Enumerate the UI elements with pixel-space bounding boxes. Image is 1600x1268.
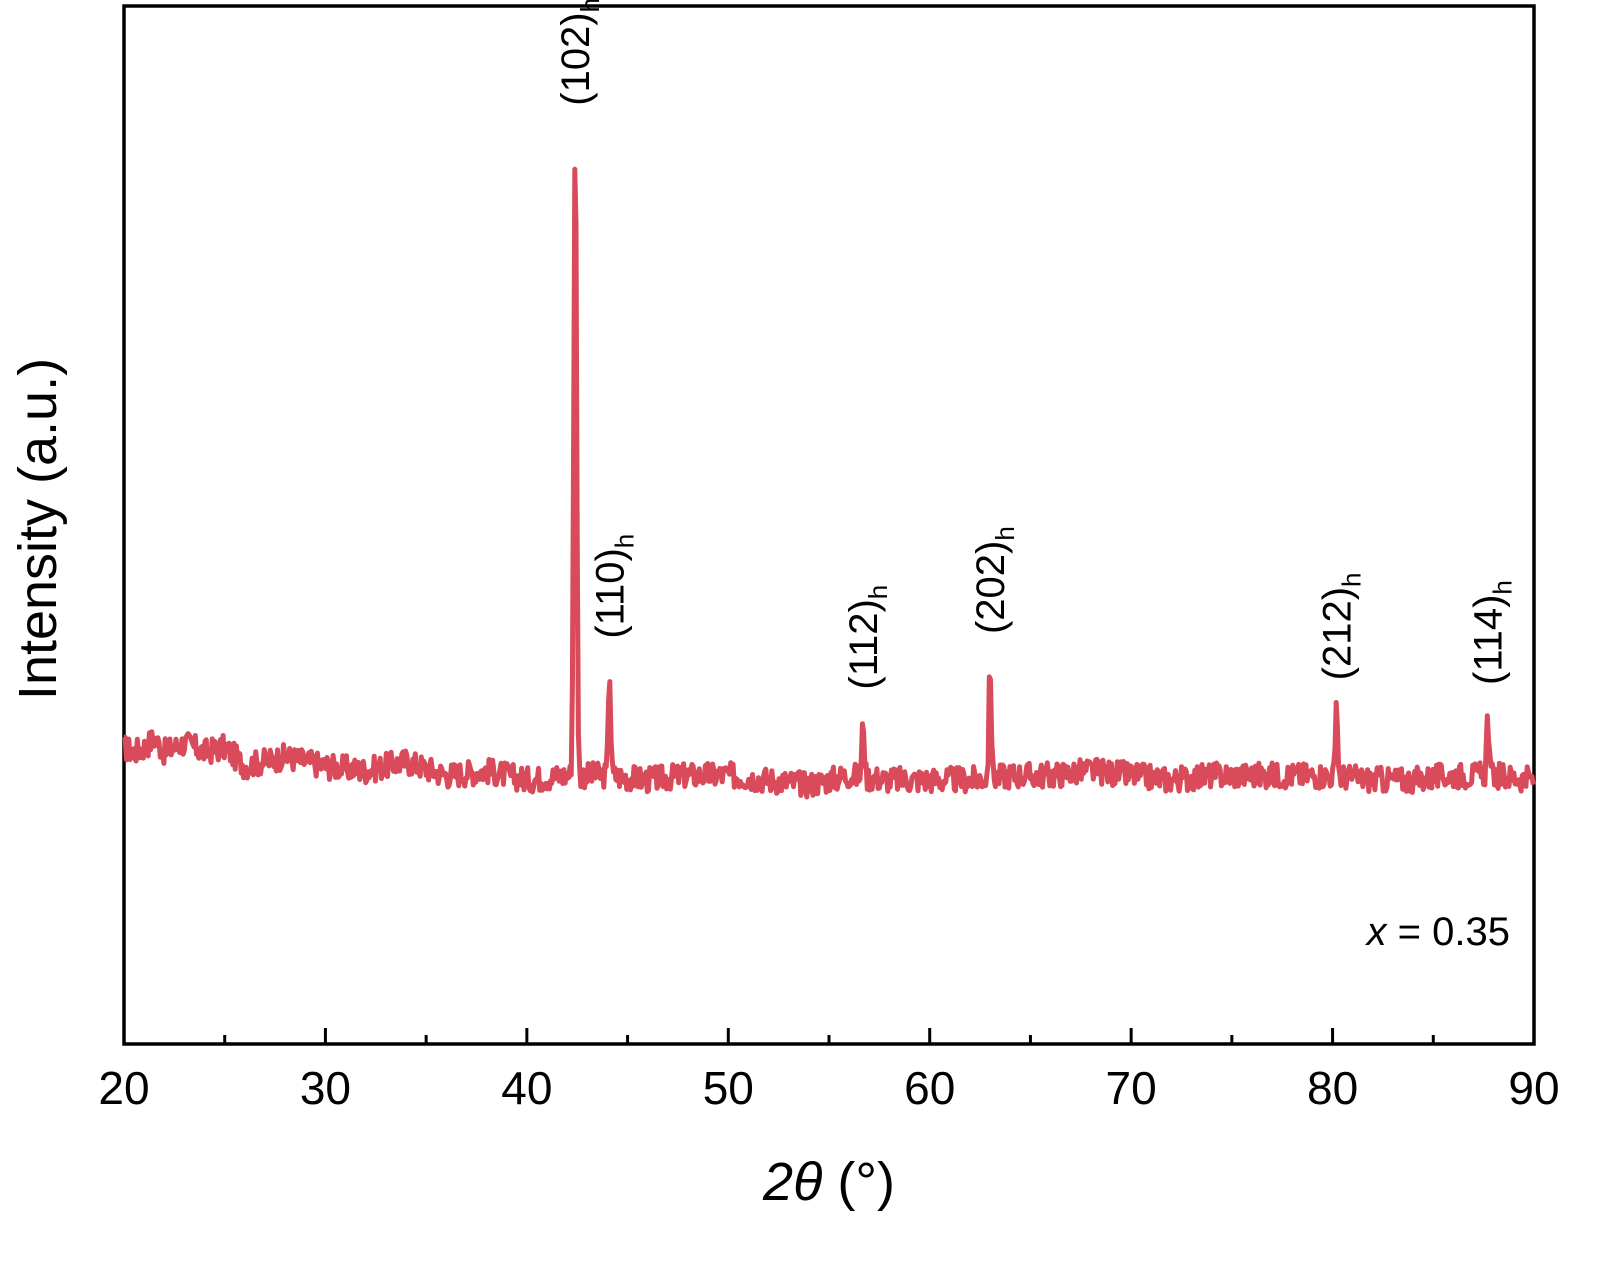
peak-miller-index: (202) xyxy=(969,541,1013,634)
plot-border xyxy=(122,4,1536,1046)
x-axis-tick-labels: 20 30 40 50 60 70 80 90 xyxy=(98,1062,1559,1114)
peak-label: (212)h xyxy=(1316,572,1367,680)
peak-label: (202)h xyxy=(969,526,1020,634)
composition-annotation: x = 0.35 xyxy=(1365,910,1510,954)
peak-subscript: h xyxy=(990,526,1020,540)
x-tick-label: 80 xyxy=(1307,1062,1358,1114)
x-axis-label-base: 2 xyxy=(762,1152,793,1212)
x-tick-label: 30 xyxy=(300,1062,351,1114)
composition-variable: x xyxy=(1365,910,1389,954)
peak-labels: (102)h(110)h(112)h (202)h(212)h(114)h xyxy=(554,0,1518,720)
peak-miller-index: (114) xyxy=(1467,595,1511,685)
peak-subscript: h xyxy=(1337,572,1367,586)
peak-miller-index: (102) xyxy=(554,12,598,105)
peak-subscript: h xyxy=(575,0,605,12)
peak-miller-index: (112) xyxy=(842,599,886,689)
peak-miller-index: (212) xyxy=(1316,587,1360,680)
x-axis-ticks xyxy=(122,1028,1536,1044)
x-tick-label: 60 xyxy=(904,1062,955,1114)
peak-subscript: h xyxy=(609,534,639,548)
peak-label: (102)h xyxy=(554,0,605,106)
x-tick-label: 70 xyxy=(1106,1062,1157,1114)
xrd-pattern-line xyxy=(122,166,1536,800)
peak-subscript: h xyxy=(1488,580,1518,594)
y-axis-label: Intensity (a.u.) xyxy=(8,358,68,700)
peak-label: (110)h xyxy=(588,534,639,639)
peak-label: (112)h xyxy=(842,585,893,690)
x-tick-label: 40 xyxy=(501,1062,552,1114)
peak-label: (114)h xyxy=(1467,580,1518,685)
peak-miller-index: (110) xyxy=(588,548,632,638)
x-tick-label: 20 xyxy=(98,1062,149,1114)
x-tick-label: 50 xyxy=(703,1062,754,1114)
x-axis-label-symbol: θ xyxy=(793,1152,822,1212)
x-axis-label-unit: (°) xyxy=(822,1152,895,1212)
plot-frame xyxy=(122,4,1536,1046)
composition-value: = 0.35 xyxy=(1387,910,1510,954)
series-group xyxy=(122,166,1536,800)
x-tick-label: 90 xyxy=(1508,1062,1559,1114)
x-axis-label: 2θ (°) xyxy=(762,1152,895,1212)
peak-subscript: h xyxy=(863,585,893,599)
